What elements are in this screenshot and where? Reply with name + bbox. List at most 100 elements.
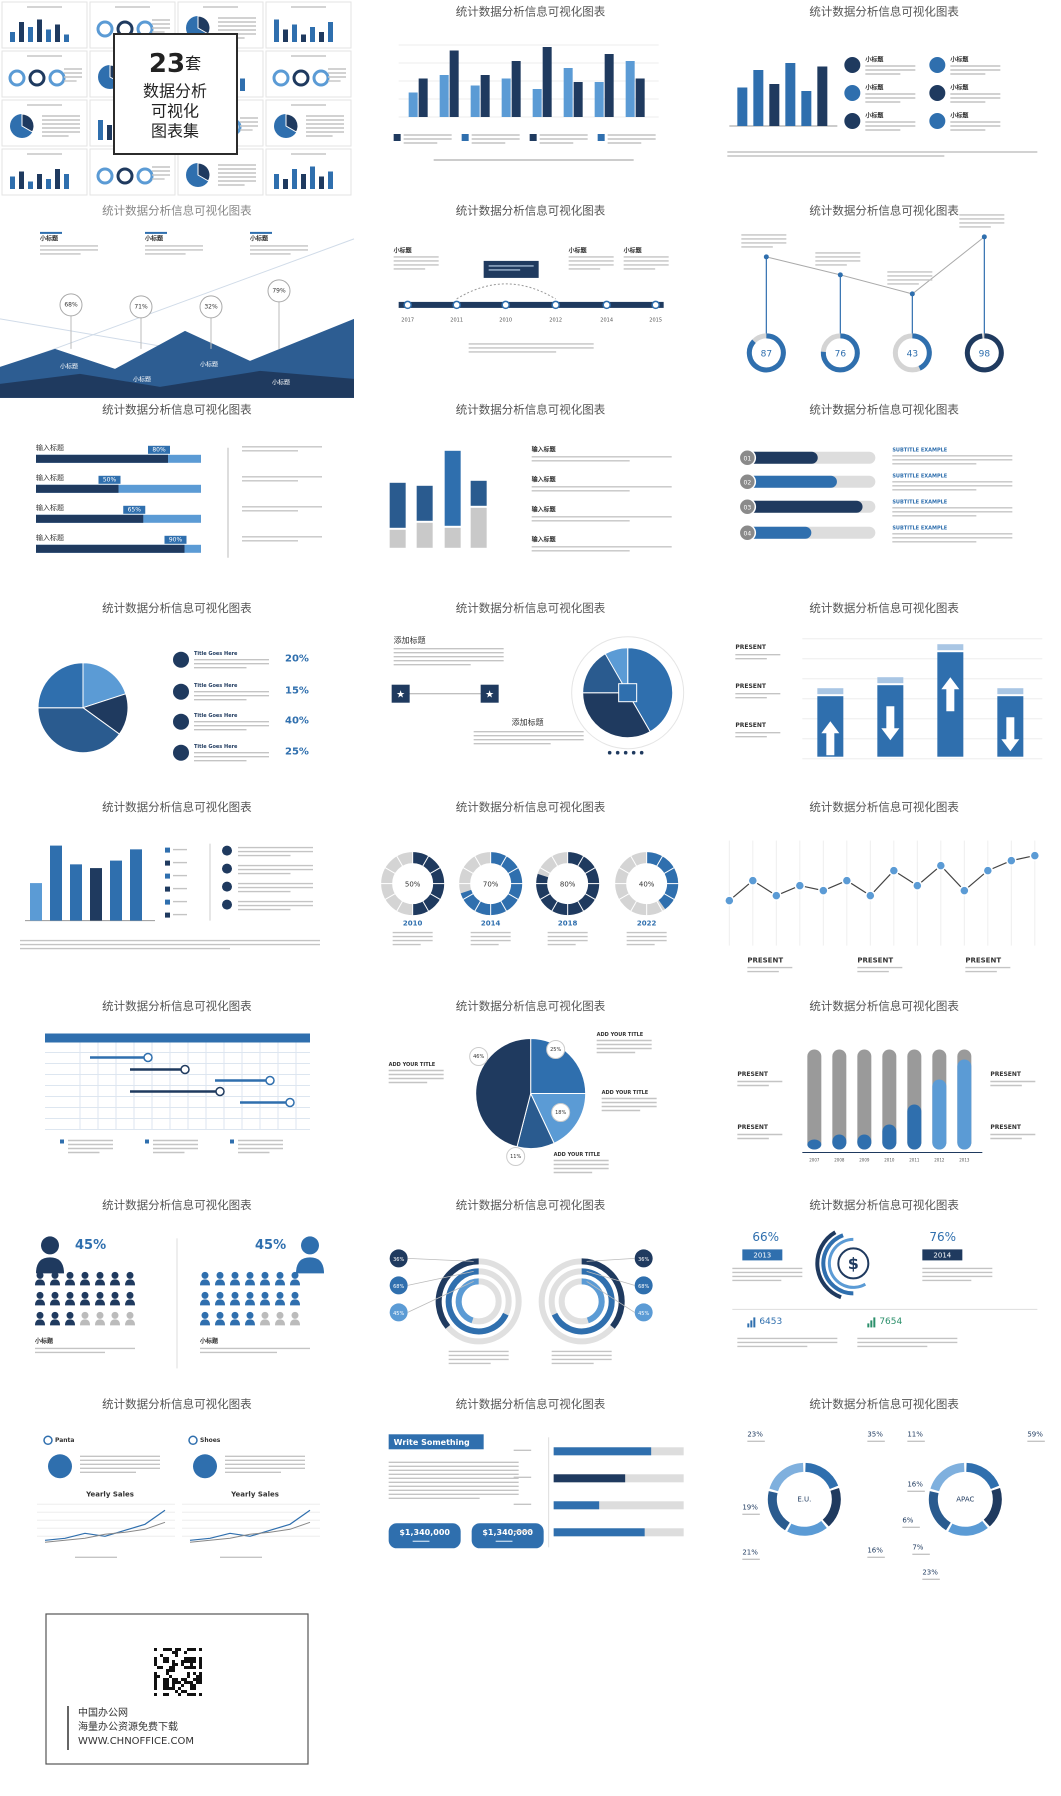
circle — [8, 69, 26, 87]
shape — [98, 120, 103, 140]
shape — [594, 82, 604, 117]
person-body — [230, 1319, 240, 1326]
segment-gap — [577, 900, 585, 912]
point — [724, 895, 735, 906]
circle — [272, 69, 290, 87]
milestone — [180, 1064, 190, 1075]
person-head — [36, 1291, 44, 1299]
qr-cell — [175, 1654, 178, 1657]
label: PRESENT — [737, 1071, 769, 1078]
slide: 统计数据分析信息可视化图表 Write Something $1,340,000 $1… — [388, 1397, 684, 1549]
label: 2012 — [549, 317, 562, 323]
pie-slice — [530, 1037, 587, 1094]
bubble — [551, 1103, 571, 1122]
qr-cell — [181, 1663, 184, 1666]
shape — [165, 860, 170, 866]
slide: 统计数据分析信息可视化图表 45% 45% 小标题 小标题 — [34, 1198, 324, 1369]
cover-number: 23 — [149, 49, 185, 79]
qr-cell — [199, 1657, 202, 1660]
shape — [165, 847, 170, 853]
qr-cell — [157, 1666, 160, 1669]
label: 输入标题 — [36, 533, 64, 542]
label: 87 — [761, 349, 772, 359]
shape — [511, 61, 521, 117]
track — [807, 1049, 822, 1150]
person-head — [261, 1291, 269, 1299]
person-body — [230, 1299, 240, 1306]
point — [1029, 850, 1041, 861]
shape — [55, 169, 60, 189]
label: Title Goes Here — [194, 713, 238, 719]
qr-cell — [166, 1687, 169, 1690]
star-box — [480, 684, 499, 703]
shape — [301, 174, 306, 189]
label: PRESENT — [990, 1124, 1022, 1131]
slide-title: 统计数据分析信息可视化图表 — [809, 203, 959, 217]
qr-cell — [199, 1678, 202, 1681]
shape — [250, 231, 272, 234]
connector — [766, 236, 985, 295]
point — [841, 875, 853, 886]
bar — [747, 500, 863, 513]
person-body — [215, 1319, 225, 1326]
shape — [737, 87, 748, 126]
slide: 统计数据分析信息可视化图表 36% 68% 45% 36% 68% 45% — [389, 1198, 653, 1365]
qr-cell — [154, 1672, 157, 1675]
bubble — [506, 1147, 526, 1166]
shape — [553, 1528, 645, 1537]
avatar — [41, 1236, 59, 1255]
slide-title: 统计数据分析信息可视化图表 — [809, 5, 959, 19]
label: 46% — [473, 1054, 484, 1060]
label: 2013 — [959, 1158, 970, 1163]
slide: 统计数据分析信息可视化图表 2007 2008 2009 2010 2011 2012 201… — [737, 999, 1036, 1163]
qr-cell — [190, 1681, 193, 1684]
year-box — [922, 1249, 963, 1261]
person-head — [291, 1311, 299, 1319]
bubble — [59, 293, 83, 317]
qr-cell — [154, 1681, 157, 1684]
arrow — [941, 677, 960, 712]
cover-line: 可视化 — [151, 102, 199, 121]
circle — [48, 69, 66, 87]
decor-arc — [456, 283, 556, 300]
qr-cell — [184, 1678, 187, 1681]
arc — [983, 1488, 1002, 1527]
person-body — [200, 1299, 210, 1306]
shape — [319, 176, 324, 189]
label: 59% — [1027, 1430, 1043, 1438]
dot — [639, 750, 644, 755]
qr-cell — [181, 1678, 184, 1681]
arrow — [821, 721, 840, 756]
shape — [553, 1447, 652, 1456]
qr-cell — [166, 1678, 169, 1681]
shape — [1, 1, 88, 49]
pie-slice — [21, 113, 35, 133]
label: SUBTITLE EXAMPLE — [892, 499, 947, 505]
badge — [738, 498, 757, 516]
outer-ring — [571, 636, 685, 750]
slide-title: 统计数据分析信息可视化图表 — [809, 800, 959, 814]
label: Title Goes Here — [194, 651, 238, 657]
bar — [807, 1139, 822, 1150]
timeline-dot — [551, 300, 560, 310]
person-head — [201, 1271, 209, 1279]
point — [912, 880, 923, 891]
arc — [827, 1237, 867, 1289]
mini-slide — [265, 50, 352, 98]
shape — [19, 22, 24, 42]
point — [747, 875, 759, 886]
segment-gap — [422, 855, 430, 867]
label: 2014 — [481, 920, 501, 928]
timeline-dot — [651, 300, 660, 310]
shape — [165, 899, 170, 905]
slide: 统计数据分析信息可视化图表 E.U. APAC 23% 35% 19% 21% 16% 11% 5… — [742, 1397, 1045, 1581]
shape — [230, 1139, 234, 1144]
label: PRESENT — [735, 683, 767, 690]
line — [44, 1509, 166, 1541]
slide: 统计数据分析信息可视化图表 50% 2010 70% 2014 80% 2018 40% 202… — [380, 800, 679, 946]
badge — [738, 524, 757, 542]
person-body — [125, 1279, 135, 1286]
pie-slice — [37, 662, 84, 709]
label: 输入标题 — [36, 503, 64, 512]
